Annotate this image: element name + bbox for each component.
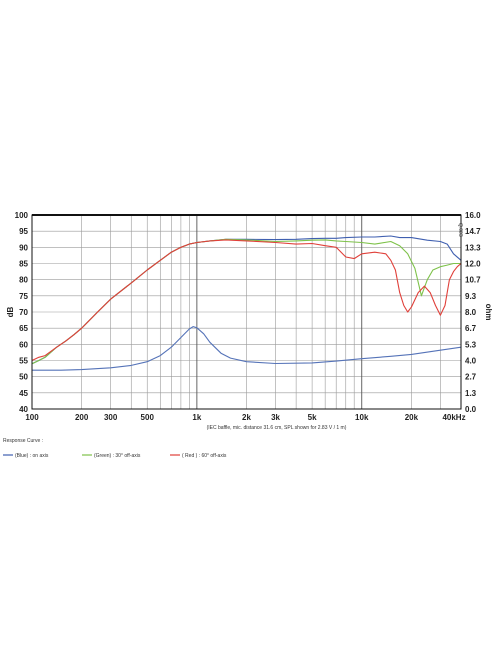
right-tick-label: 2.7 — [465, 372, 477, 381]
right-tick-label: 1.3 — [465, 389, 477, 398]
right-tick-label: 8.0 — [465, 308, 477, 317]
y-tick-label: 75 — [19, 292, 28, 301]
y-tick-label: 85 — [19, 260, 28, 269]
x-tick-label: 20k — [405, 413, 419, 422]
curves — [31, 235, 462, 371]
right-tick-labels: 16.0 14.7 13.3 12.0 10.7 9.3 8.0 6.7 5.3 4.0 2.7 1.… — [465, 211, 481, 414]
x-tick-label: 500 — [141, 413, 155, 422]
legend-entry: (Blue) : on axis — [15, 453, 49, 459]
legend-title: Response Curve : — [3, 438, 43, 444]
impedance-curve — [32, 326, 462, 371]
legend: (Blue) : on axis (Green) : 30° off-axis ( … — [3, 453, 227, 459]
right-tick-label: 10.7 — [465, 275, 481, 284]
y-tick-labels: 100 95 90 85 80 75 70 65 60 55 50 45 40 — [15, 211, 29, 414]
right-tick-label: 13.3 — [465, 244, 481, 253]
right-axis-label: ohm — [484, 304, 493, 321]
y-tick-label: 40 — [19, 405, 28, 414]
side-label: Q.003 — [457, 223, 463, 237]
x-tick-label: 3k — [271, 413, 280, 422]
y-tick-label: 90 — [19, 243, 28, 252]
legend-entry: (Green) : 30° off-axis — [94, 453, 141, 459]
x-tick-label: 100 — [25, 413, 39, 422]
y-tick-label: 60 — [19, 340, 28, 349]
y-tick-label: 80 — [19, 276, 28, 285]
y-tick-label: 70 — [19, 308, 28, 317]
y-tick-label: 55 — [19, 357, 28, 366]
x-axis-caption: (IEC baffle, mic. distance 31.6 cm, SPL … — [207, 425, 347, 431]
x-tick-label: 200 — [75, 413, 89, 422]
y-tick-label: 65 — [19, 324, 28, 333]
x-tick-label: 40kHz — [442, 413, 465, 422]
x-tick-label: 10k — [355, 413, 369, 422]
right-tick-label: 9.3 — [465, 292, 477, 301]
x-tick-labels: 100 200 300 500 1k 2k 3k 5k 10k 20k 40kHz — [25, 413, 465, 422]
right-tick-label: 16.0 — [465, 211, 481, 220]
right-tick-label: 5.3 — [465, 341, 477, 350]
y-axis-label: dB — [6, 306, 15, 317]
y-tick-label: 100 — [15, 211, 29, 220]
x-tick-label: 1k — [192, 413, 201, 422]
x-tick-label: 5k — [308, 413, 317, 422]
y-tick-label: 95 — [19, 227, 28, 236]
x-tick-label: 2k — [242, 413, 251, 422]
legend-entry: ( Red ) : 60° off-axis — [182, 453, 227, 459]
red-60-off-axis-curve — [31, 239, 462, 361]
right-tick-label: 0.0 — [465, 405, 477, 414]
right-tick-label: 6.7 — [465, 324, 477, 333]
right-tick-label: 4.0 — [465, 357, 477, 366]
plot-frame — [31, 214, 462, 410]
x-tick-label: 300 — [104, 413, 118, 422]
y-tick-label: 50 — [19, 373, 28, 382]
y-tick-label: 45 — [19, 389, 28, 398]
right-tick-label: 12.0 — [465, 260, 481, 269]
right-tick-label: 14.7 — [465, 227, 481, 236]
